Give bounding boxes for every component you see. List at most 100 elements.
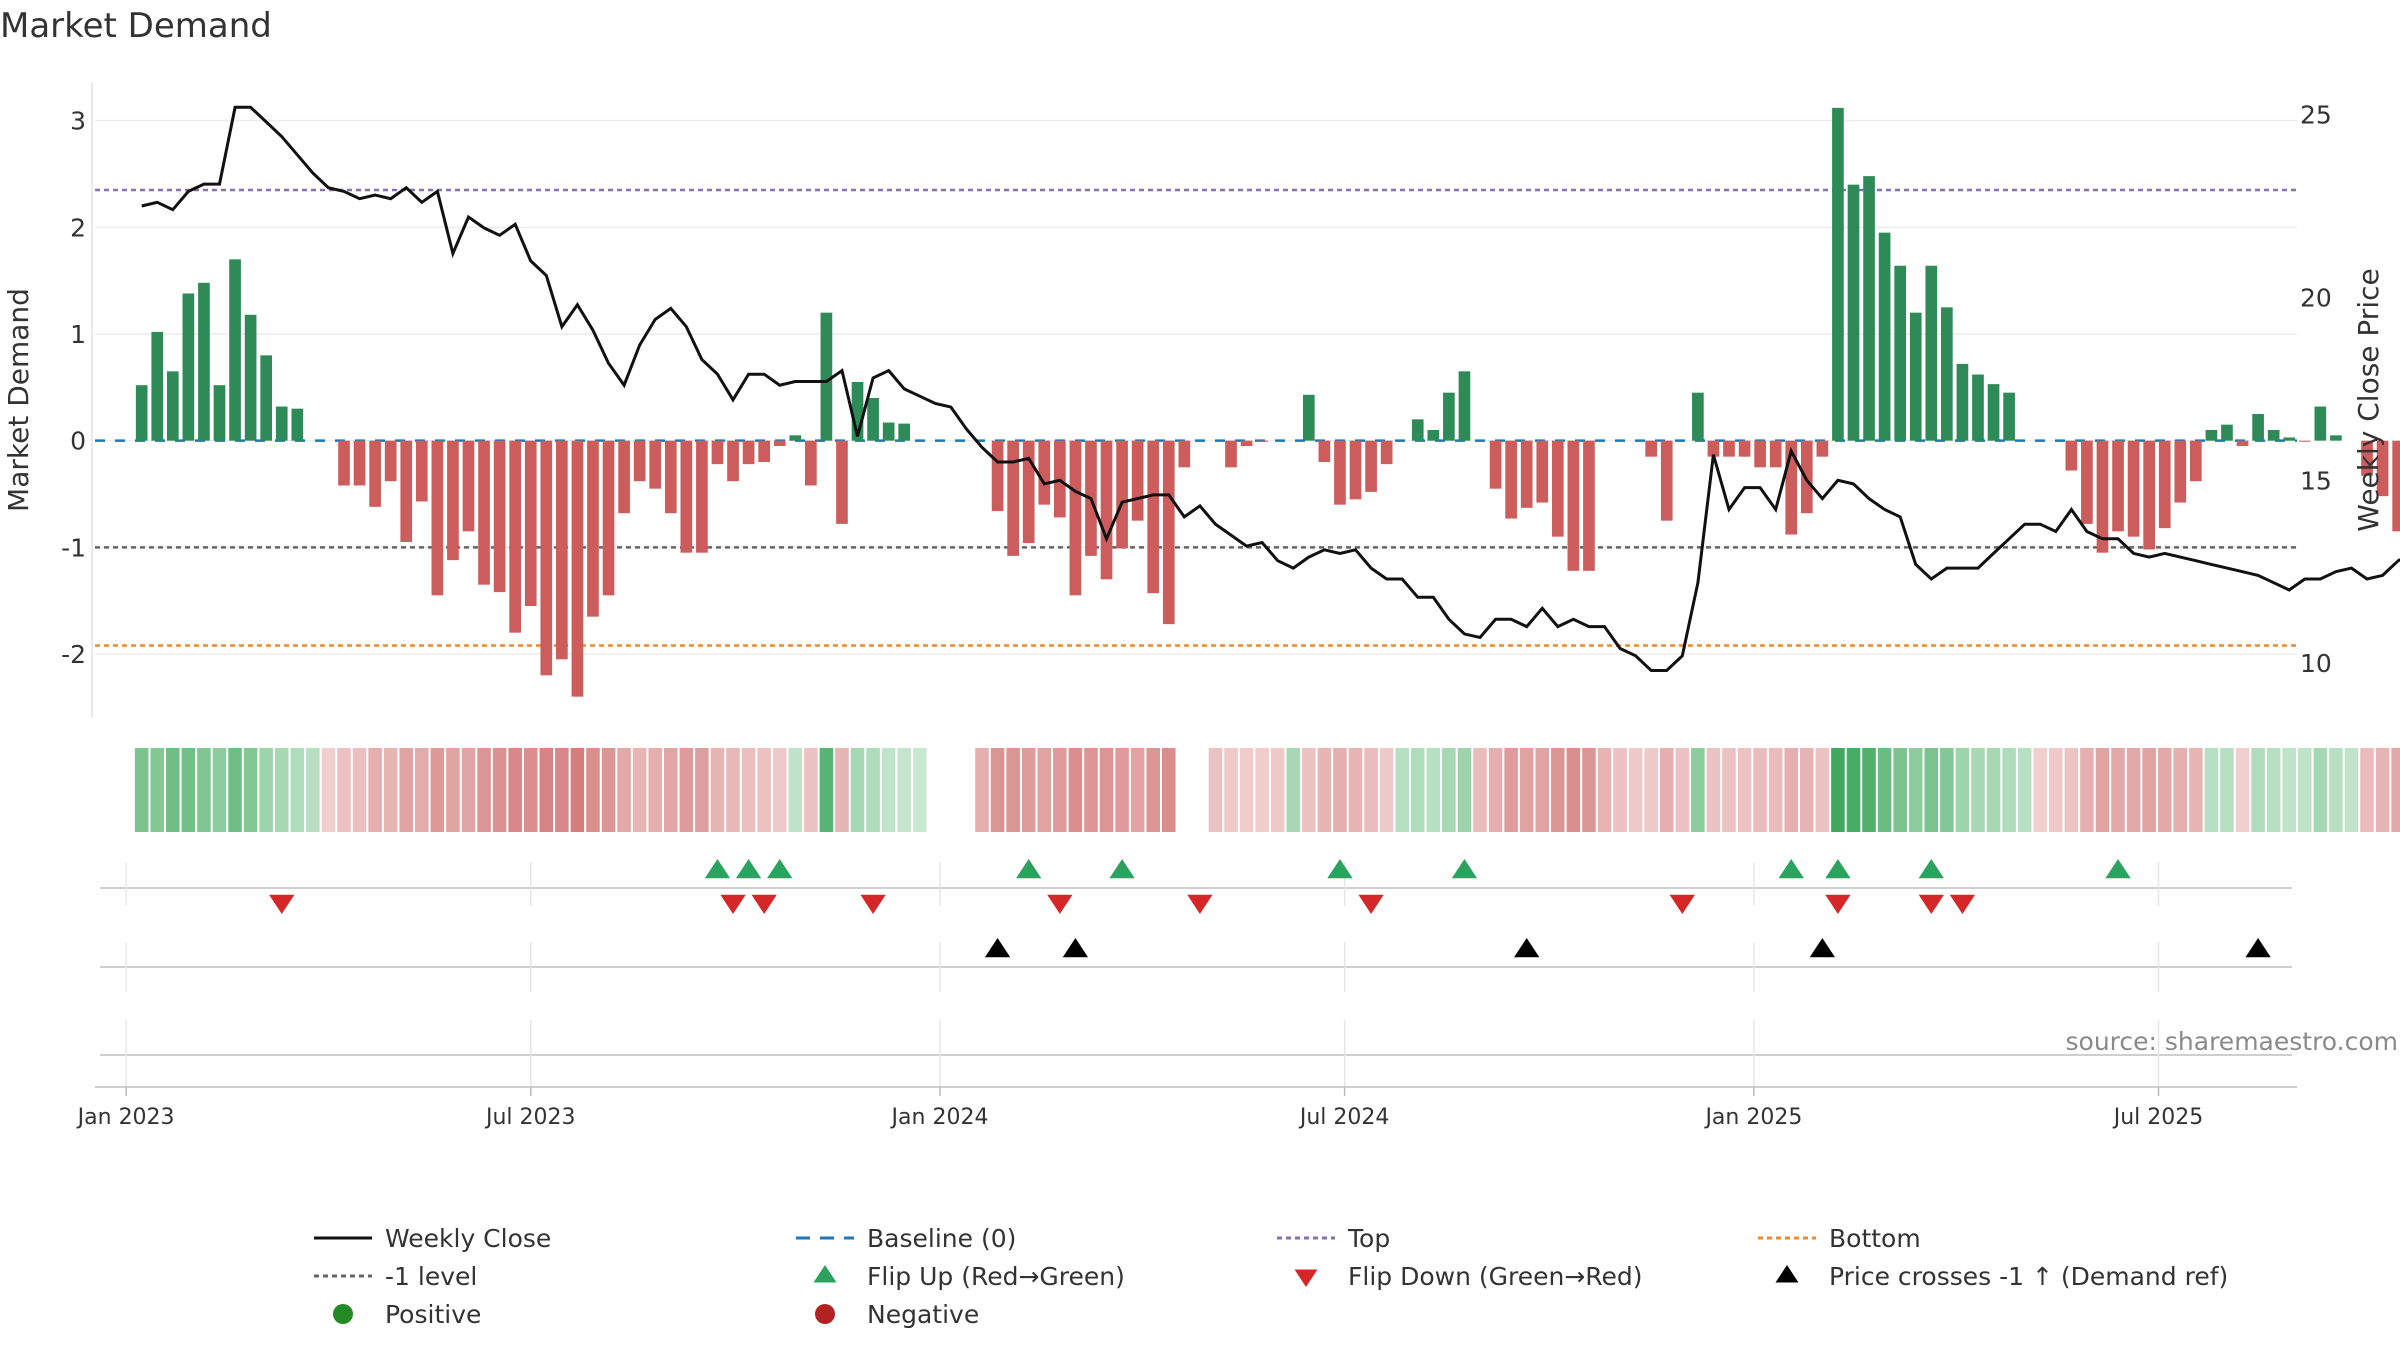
strip-cell [508,748,522,832]
demand-bar [696,440,708,553]
demand-bar [275,406,288,441]
demand-bar [649,440,662,489]
demand-bar [991,440,1004,512]
demand-bar [1318,440,1331,462]
strip-cell [1737,748,1752,832]
left-tick-label: 1 [70,320,86,349]
demand-bar [1583,440,1595,571]
demand-bar [1909,312,1922,441]
strip-cell [1940,748,1954,832]
legend-item: Price crosses -1 ↑ (Demand ref) [1775,1262,2228,1291]
demand-bar [1302,394,1315,441]
demand-bar [509,440,522,633]
legend-label: Weekly Close [385,1224,551,1253]
demand-bar [2205,430,2218,441]
legend-swatch-tri-up [1775,1265,1799,1283]
demand-bar [1878,232,1891,441]
strip-cell [2266,748,2281,832]
legend-label: -1 level [385,1262,477,1291]
strip-cell [2126,748,2141,832]
left-tick-label: -1 [61,533,86,562]
demand-bar [447,440,459,561]
demand-bar [353,440,366,486]
strip-cell [1955,748,1970,832]
demand-bar [1972,374,1984,441]
strip-cell [2251,748,2265,832]
price-cross-marker [1062,938,1089,958]
strip-cell [1473,748,1487,832]
demand-bar [1551,440,1564,537]
demand-bar [1505,440,1517,519]
strip-cell [1442,748,1456,832]
demand-bar [182,293,195,441]
strip-cell [819,748,834,832]
legend-label: Top [1347,1224,1390,1253]
demand-bar [2190,440,2202,482]
demand-bar [1520,440,1533,508]
strip-cell [461,748,476,832]
demand-bar [1723,440,1735,457]
demand-bar [1349,440,1362,500]
demand-bar [556,440,568,660]
demand-bar [1800,440,1813,514]
demand-bar [2330,435,2342,441]
demand-bar [1178,440,1191,468]
demand-bar [680,440,693,553]
strip-cell [881,748,896,832]
demand-bar [1754,440,1766,468]
demand-bar [260,355,273,441]
demand-bar [633,440,646,482]
left-tick-label: -2 [61,640,86,669]
strip-cell [990,748,1005,832]
demand-bar [2376,440,2389,497]
x-tick-label: Jan 2024 [890,1105,989,1130]
demand-bar [462,440,475,532]
strip-cell [212,748,227,832]
x-tick-label: Jul 2025 [2112,1105,2204,1130]
strip-cell [1115,748,1129,832]
demand-bar [244,314,257,441]
demand-bar [789,435,802,441]
strip-cell [1053,748,1067,832]
demand-bar [166,371,179,441]
right-tick-label: 15 [2300,466,2332,495]
legend-item: Positive [333,1300,481,1329]
legend-label: Flip Down (Green→Red) [1348,1262,1643,1291]
legend-swatch-dot [333,1304,353,1324]
demand-bar [1925,265,1938,441]
strip-cell [1908,748,1923,832]
strip-cell [1924,748,1939,832]
strip-cell [243,748,258,832]
strip-cell [1784,748,1799,832]
demand-bar [742,440,755,465]
source-credit: source: sharemaestro.com [2066,1027,2399,1056]
strip-cell [2064,748,2079,832]
strip-cell [134,748,149,832]
strip-cell [897,748,911,832]
strip-cell [1566,748,1581,832]
strip-cell [306,748,320,832]
strip-cell [2375,748,2390,832]
demand-bar [2127,440,2140,537]
strip-cell [2344,748,2359,832]
demand-bar [1225,440,1237,468]
strip-cell [181,748,196,832]
strip-cell [1161,748,1176,832]
demand-bar [2081,440,2093,524]
strip-cell [2017,748,2032,832]
demand-bar [198,282,210,441]
demand-bar [1256,440,1268,442]
right-axis-label: Weekly Close Price [2352,268,2385,531]
demand-bar [664,440,677,514]
strip-cell [2204,748,2219,832]
demand-bar [1847,184,1860,441]
strip-cell [1379,748,1394,832]
flip-down-marker [269,894,295,914]
x-tick-label: Jul 2023 [484,1105,576,1130]
demand-bar [135,385,148,441]
strip-cell [368,748,382,832]
strip-cell [1815,748,1830,832]
right-tick-label: 10 [2300,649,2332,678]
strip-cell [399,748,414,832]
